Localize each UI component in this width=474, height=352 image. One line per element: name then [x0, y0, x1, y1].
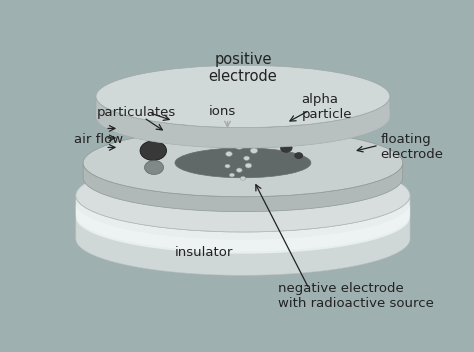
Circle shape — [252, 131, 267, 142]
Text: insulator: insulator — [175, 246, 234, 259]
Circle shape — [165, 112, 189, 130]
Ellipse shape — [186, 167, 300, 191]
Circle shape — [281, 144, 292, 152]
Polygon shape — [76, 217, 410, 275]
Text: alpha
particle: alpha particle — [301, 93, 352, 121]
Ellipse shape — [175, 148, 311, 178]
Ellipse shape — [83, 129, 403, 197]
Polygon shape — [96, 107, 390, 148]
Circle shape — [140, 141, 166, 161]
Ellipse shape — [175, 163, 311, 193]
Circle shape — [240, 176, 246, 180]
Circle shape — [160, 127, 179, 141]
Text: air flow: air flow — [74, 133, 123, 146]
Circle shape — [227, 134, 236, 140]
Polygon shape — [96, 96, 390, 148]
Circle shape — [258, 131, 276, 144]
Circle shape — [295, 152, 303, 158]
Circle shape — [267, 114, 292, 133]
Circle shape — [226, 151, 232, 156]
Circle shape — [245, 163, 252, 168]
Polygon shape — [83, 163, 403, 212]
Ellipse shape — [96, 65, 390, 128]
Circle shape — [193, 116, 200, 121]
Polygon shape — [76, 195, 410, 275]
Circle shape — [225, 164, 230, 168]
Circle shape — [229, 173, 235, 177]
Text: negative electrode
with radioactive source: negative electrode with radioactive sour… — [278, 282, 434, 310]
Circle shape — [237, 168, 242, 172]
Circle shape — [156, 113, 166, 120]
Circle shape — [250, 148, 258, 153]
Circle shape — [145, 161, 164, 175]
Text: floating
electrode: floating electrode — [381, 133, 444, 161]
Circle shape — [235, 142, 244, 149]
Polygon shape — [175, 148, 311, 178]
Circle shape — [244, 156, 249, 161]
Text: positive
electrode: positive electrode — [209, 52, 277, 84]
Text: ions: ions — [209, 105, 237, 118]
Text: particulates: particulates — [97, 106, 176, 119]
Ellipse shape — [76, 159, 410, 232]
Polygon shape — [76, 203, 410, 251]
